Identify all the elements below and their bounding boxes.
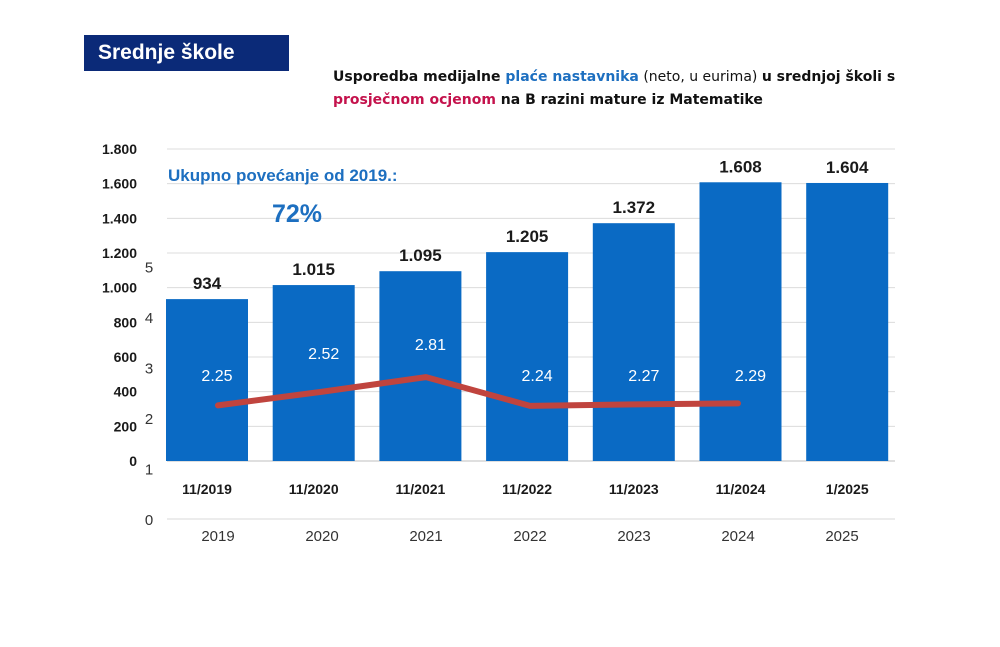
grade-value-label: 2.52 [308, 346, 339, 363]
y-left-tick-label: 1.800 [102, 141, 137, 157]
y-left-tick-label: 400 [114, 384, 138, 400]
y-right-tick-label: 3 [145, 361, 153, 378]
grade-line-path [215, 374, 741, 409]
x-year-label: 2023 [617, 528, 650, 545]
x-category-label: 11/2024 [716, 481, 766, 497]
x-category-label: 11/2021 [395, 481, 445, 497]
y-left-tick-label: 200 [114, 418, 138, 434]
title-part-4: u srednjoj školi s [761, 69, 896, 85]
title-part-1: Usporedba medijalne [333, 69, 506, 85]
x-category-label: 11/2023 [609, 481, 659, 497]
x-year-label: 2024 [721, 528, 754, 545]
x-year-label: 2025 [825, 528, 858, 545]
chart-title: Usporedba medijalne plaće nastavnika (ne… [333, 66, 903, 112]
grade-value-label: 2.24 [522, 368, 553, 385]
x-year-label: 2022 [513, 528, 546, 545]
bar-value-label: 1.095 [399, 246, 442, 265]
chart-labels: 02004006008001.0001.2001.4001.6001.80001… [102, 141, 869, 545]
title-part-6: na B razini mature iz Matematike [495, 92, 763, 108]
y-left-tick-label: 1.200 [102, 245, 137, 261]
y-left-tick-label: 0 [129, 453, 137, 469]
salary-bar [166, 299, 248, 461]
bar-value-label: 1.608 [719, 157, 762, 176]
grade-line [215, 374, 741, 409]
bar-value-label: 1.015 [292, 260, 335, 279]
salary-bar [806, 182, 889, 461]
y-right-tick-label: 2 [145, 411, 153, 428]
grade-value-label: 2.81 [415, 337, 446, 354]
x-category-label: 11/2020 [289, 481, 339, 497]
grade-value-label: 2.27 [628, 368, 659, 385]
salary-bar [272, 285, 355, 461]
bar-value-label: 1.604 [826, 158, 869, 177]
bar-value-label: 1.372 [613, 198, 656, 217]
title-part-3: (neto, u eurima) [638, 69, 762, 85]
x-year-label: 2020 [305, 528, 338, 545]
increase-annotation: Ukupno povećanje od 2019.: [168, 166, 398, 185]
y-left-tick-label: 1.600 [102, 176, 137, 192]
grade-value-label: 2.25 [201, 368, 232, 385]
salary-bar [699, 182, 782, 461]
x-year-label: 2021 [409, 528, 442, 545]
salary-bar [379, 271, 462, 461]
x-year-label: 2019 [201, 528, 234, 545]
bar-value-label: 1.205 [506, 227, 549, 246]
salary-bar [592, 223, 675, 461]
y-right-tick-label: 0 [145, 512, 153, 529]
bar-value-label: 934 [193, 274, 222, 293]
y-right-tick-label: 1 [145, 462, 153, 479]
y-left-tick-label: 1.400 [102, 210, 137, 226]
y-right-tick-label: 5 [145, 260, 153, 277]
x-category-label: 11/2019 [182, 481, 232, 497]
salary-bars [166, 182, 889, 461]
increase-percentage: 72% [272, 200, 322, 228]
title-highlight-grade: prosječnom ocjenom [333, 92, 496, 108]
y-left-tick-label: 1.000 [102, 280, 137, 296]
title-highlight-salary: plaće nastavnika [505, 69, 639, 85]
grade-value-label: 2.29 [735, 368, 766, 385]
y-left-tick-label: 600 [114, 349, 138, 365]
y-right-tick-label: 4 [145, 310, 153, 327]
x-category-label: 11/2022 [502, 481, 552, 497]
y-left-tick-label: 800 [114, 314, 138, 330]
x-category-label: 1/2025 [826, 481, 869, 497]
salary-bar [486, 252, 569, 461]
section-badge: Srednje škole [84, 35, 289, 71]
